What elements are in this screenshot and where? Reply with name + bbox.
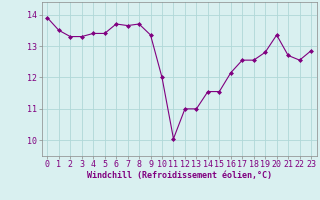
X-axis label: Windchill (Refroidissement éolien,°C): Windchill (Refroidissement éolien,°C)	[87, 171, 272, 180]
